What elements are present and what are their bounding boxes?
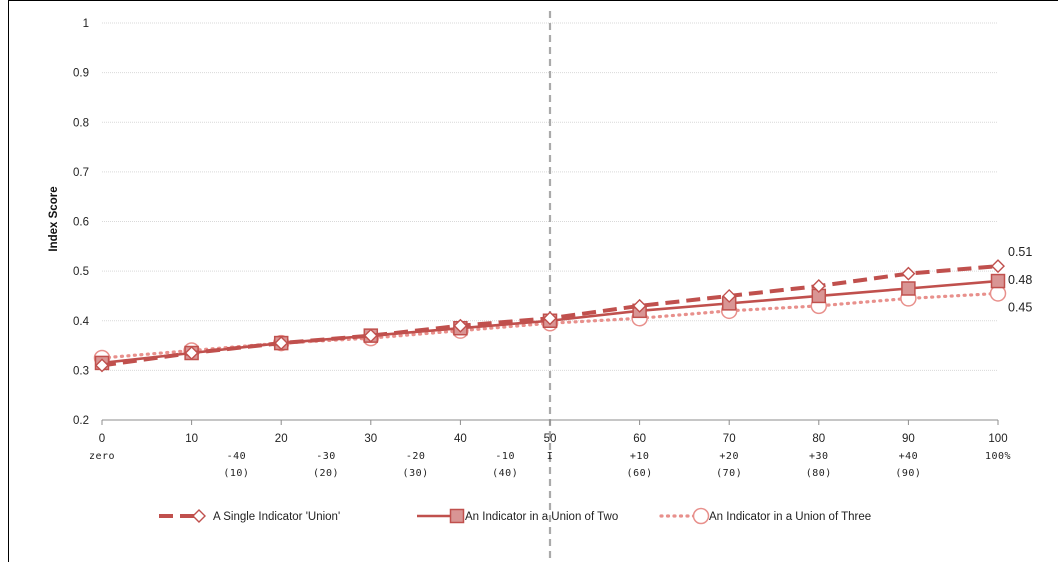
category-label: (10) (223, 468, 249, 479)
end-value-label: 0.45 (1008, 300, 1032, 314)
x-tick-label: 70 (723, 433, 736, 445)
category-labels: zero -40 (10) -30 (20) -20 (30) -10 (40) I +10 (60)… (89, 451, 1011, 479)
x-axis: 0 10 20 30 40 50 60 70 80 90 100 (99, 419, 1008, 445)
y-axis-label: Index Score (48, 186, 60, 251)
category-label: I (547, 451, 554, 462)
category-label: -10 (495, 451, 515, 462)
diamond-marker (722, 288, 737, 303)
category-label: -30 (316, 451, 336, 462)
category-label: (90) (895, 468, 921, 479)
diamond-marker (453, 318, 468, 333)
x-tick-label: 20 (275, 433, 288, 445)
chart-frame: 0.2 0.3 0.4 0.5 0.6 0.7 0.8 0.9 1 0 10 20 30 40 50 60 7… (8, 0, 1058, 563)
x-tick-label: 10 (185, 433, 198, 445)
diamond-marker (991, 259, 1005, 274)
legend-item: An Indicator in a Union of Three (659, 507, 871, 525)
y-tick-label: 1 (83, 18, 89, 30)
legend-label: A Single Indicator 'Union' (213, 511, 340, 523)
y-tick-label: 0.2 (73, 415, 89, 427)
category-label: (30) (403, 468, 429, 479)
category-label: (60) (627, 468, 653, 479)
diamond-marker (95, 358, 109, 373)
legend-item: A Single Indicator 'Union' (159, 509, 340, 523)
category-label: 100% (985, 451, 1011, 462)
category-label: (70) (716, 468, 742, 479)
y-tick-label: 0.7 (73, 167, 89, 179)
end-labels: 0.51 0.48 0.45 (1008, 245, 1032, 314)
x-tick-label: 30 (364, 433, 377, 445)
diamond-marker (184, 346, 199, 360)
y-tick-label: 0.9 (73, 68, 89, 80)
line-chart: 0.2 0.3 0.4 0.5 0.6 0.7 0.8 0.9 1 0 10 20 30 40 50 60 7… (48, 11, 1032, 563)
diamond-marker (192, 509, 206, 523)
diamond-marker (543, 311, 557, 326)
category-label: +20 (719, 451, 739, 462)
category-label: (20) (313, 468, 339, 479)
x-tick-label: 50 (544, 433, 557, 445)
x-tick-label: 100 (988, 433, 1007, 445)
y-tick-label: 0.3 (73, 365, 89, 377)
x-tick-label: 80 (812, 433, 825, 445)
category-label: -40 (227, 451, 247, 462)
legend-label: An Indicator in a Union of Three (709, 511, 871, 523)
legend-label: An Indicator in a Union of Two (465, 511, 618, 523)
diamond-marker (901, 266, 916, 281)
series-group (93, 259, 1007, 373)
square-marker (901, 281, 916, 296)
x-tick-label: 40 (454, 433, 467, 445)
x-tick-label: 60 (633, 433, 646, 445)
y-tick-label: 0.6 (73, 217, 89, 229)
category-label: +30 (809, 451, 829, 462)
diamond-marker (274, 336, 289, 351)
circle-marker (692, 507, 710, 525)
square-marker (990, 273, 1006, 289)
y-tick-label: 0.4 (73, 316, 90, 328)
legend-item: An Indicator in a Union of Two (417, 508, 618, 524)
y-axis-ticks: 0.2 0.3 0.4 0.5 0.6 0.7 0.8 0.9 1 (73, 18, 90, 427)
x-tick-label: 0 (99, 433, 105, 445)
series-1 (95, 259, 1005, 373)
diamond-marker (811, 279, 826, 294)
category-label: zero (89, 451, 115, 462)
end-value-label: 0.51 (1008, 245, 1032, 259)
end-value-label: 0.48 (1008, 273, 1032, 287)
y-tick-label: 0.8 (73, 117, 89, 129)
category-label: +40 (899, 451, 919, 462)
category-label: (40) (492, 468, 518, 479)
square-marker (449, 508, 465, 524)
diamond-marker (363, 328, 378, 343)
category-label: -20 (406, 451, 426, 462)
legend: A Single Indicator 'Union' An Indicator i… (159, 507, 871, 525)
y-tick-label: 0.5 (73, 266, 89, 278)
category-label: (80) (806, 468, 832, 479)
category-label: +10 (630, 451, 650, 462)
x-tick-label: 90 (902, 433, 915, 445)
diamond-marker (632, 298, 647, 313)
